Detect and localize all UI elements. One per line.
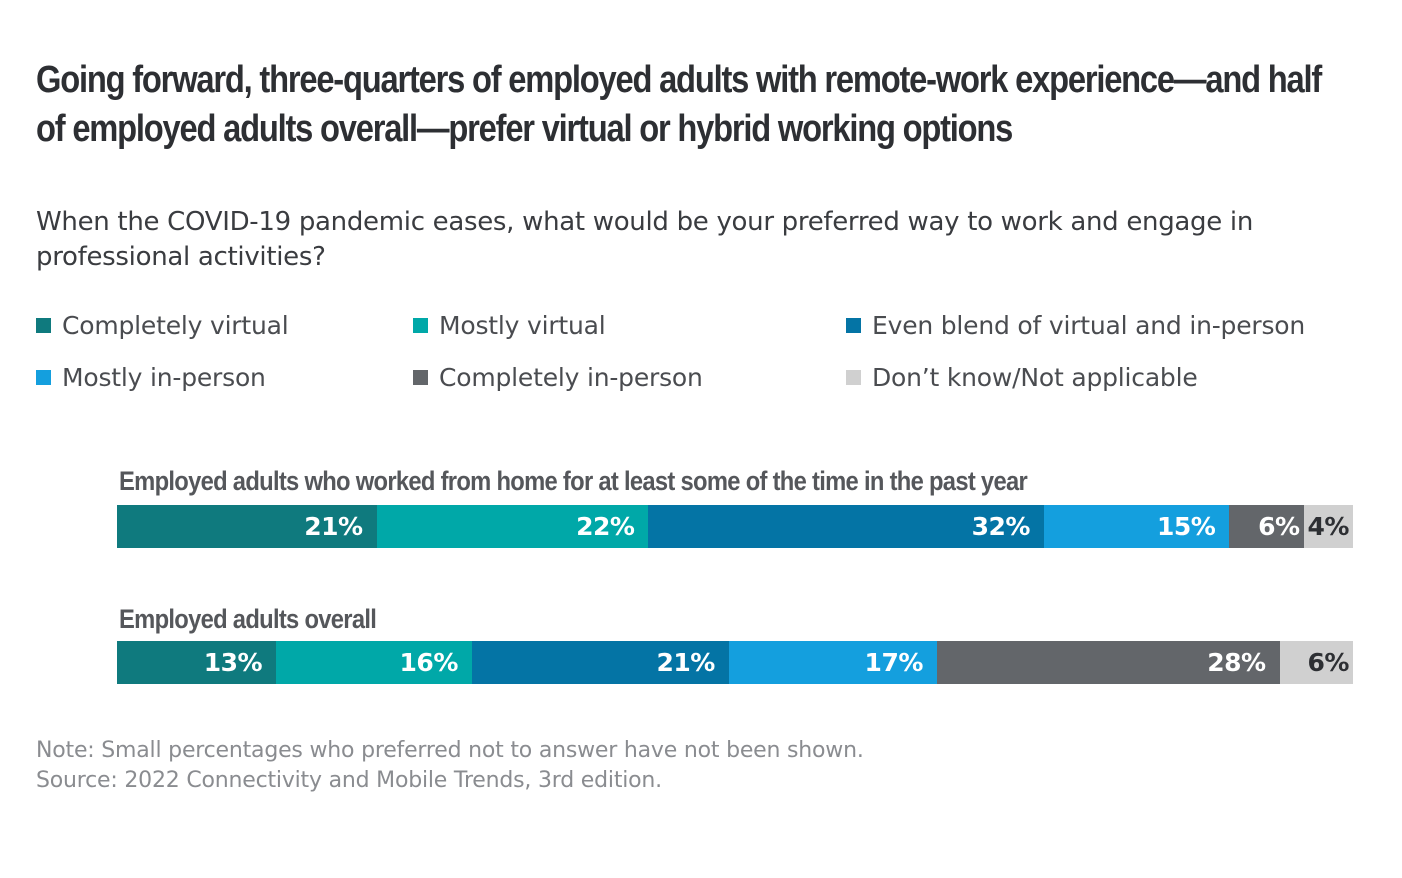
legend-label: Even blend of virtual and in-person [872,310,1306,340]
bar-segment-completely-virtual: 13% [117,641,277,684]
bar-value-label: 15% [1157,512,1216,541]
source-text: Source: 2022 Connectivity and Mobile Tre… [36,768,662,793]
note-text: Note: Small percentages who preferred no… [36,738,864,763]
legend-label: Mostly virtual [439,310,606,340]
bar-segment-mostly-in-person: 17% [728,641,937,684]
legend-label: Don’t know/Not applicable [872,362,1198,392]
bar-value-label: 21% [656,648,716,677]
legend-label: Mostly in-person [62,362,266,392]
bar-segment-don-t-know-not-applicable: 4% [1303,505,1353,548]
legend-swatch-completely-virtual [36,317,51,333]
legend-swatch-mostly-in-person [36,369,51,385]
bar-segment-even-blend-of-virtual-and-in-person: 32% [648,505,1044,548]
bar-segment-mostly-in-person: 15% [1043,505,1230,548]
bar-segment-mostly-virtual: 16% [276,641,472,684]
chart-subtitle: When the COVID-19 pandemic eases, what w… [36,207,1254,272]
bar-segment-completely-in-person: 28% [936,641,1280,684]
bar-value-label: 4% [1307,512,1350,541]
bar-value-label: 16% [399,648,459,677]
bar-segment-mostly-virtual: 22% [376,505,649,548]
bar-value-label: 13% [203,648,263,677]
bar-value-label: 21% [304,512,363,541]
group-label-overall: Employed adults overall [119,604,377,634]
legend-label: Completely in-person [439,362,703,392]
legend-item-dont-know: Don’t know/Not applicable [846,362,1198,392]
bar-value-label: 22% [576,512,635,541]
legend-swatch-mostly-virtual [413,317,428,333]
legend-item-even-blend: Even blend of virtual and in-person [846,310,1305,340]
bar-segment-even-blend-of-virtual-and-in-person: 21% [471,641,729,684]
bar-value-label: 28% [1207,648,1266,677]
legend-swatch-completely-in-person [413,369,428,385]
legend-label: Completely virtual [62,310,289,340]
bar-row-overall: 13% 16% 21% 17% 28% 6% [117,641,1353,684]
chart-title: Going forward, three-quarters of employe… [36,59,1322,150]
bar-value-label: 17% [864,648,924,677]
bar-segment-completely-virtual: 21% [117,505,377,548]
bar-value-label: 6% [1307,648,1350,677]
bar-value-label: 32% [971,512,1031,541]
bar-segment-don-t-know-not-applicable: 6% [1279,641,1353,684]
legend-item-mostly-in-person: Mostly in-person [36,362,266,392]
legend-item-mostly-virtual: Mostly virtual [413,310,606,340]
bar-value-label: 6% [1258,512,1300,541]
bar-segment-completely-in-person: 6% [1229,505,1304,548]
group-label-worked-from-home: Employed adults who worked from home for… [119,466,1028,496]
legend-swatch-even-blend [846,317,861,333]
legend-item-completely-virtual: Completely virtual [36,310,289,340]
bar-row-worked-from-home: 21% 22% 32% 15% 6% 4% [117,505,1353,548]
legend-swatch-dont-know [846,369,861,385]
legend-item-completely-in-person: Completely in-person [413,362,703,392]
